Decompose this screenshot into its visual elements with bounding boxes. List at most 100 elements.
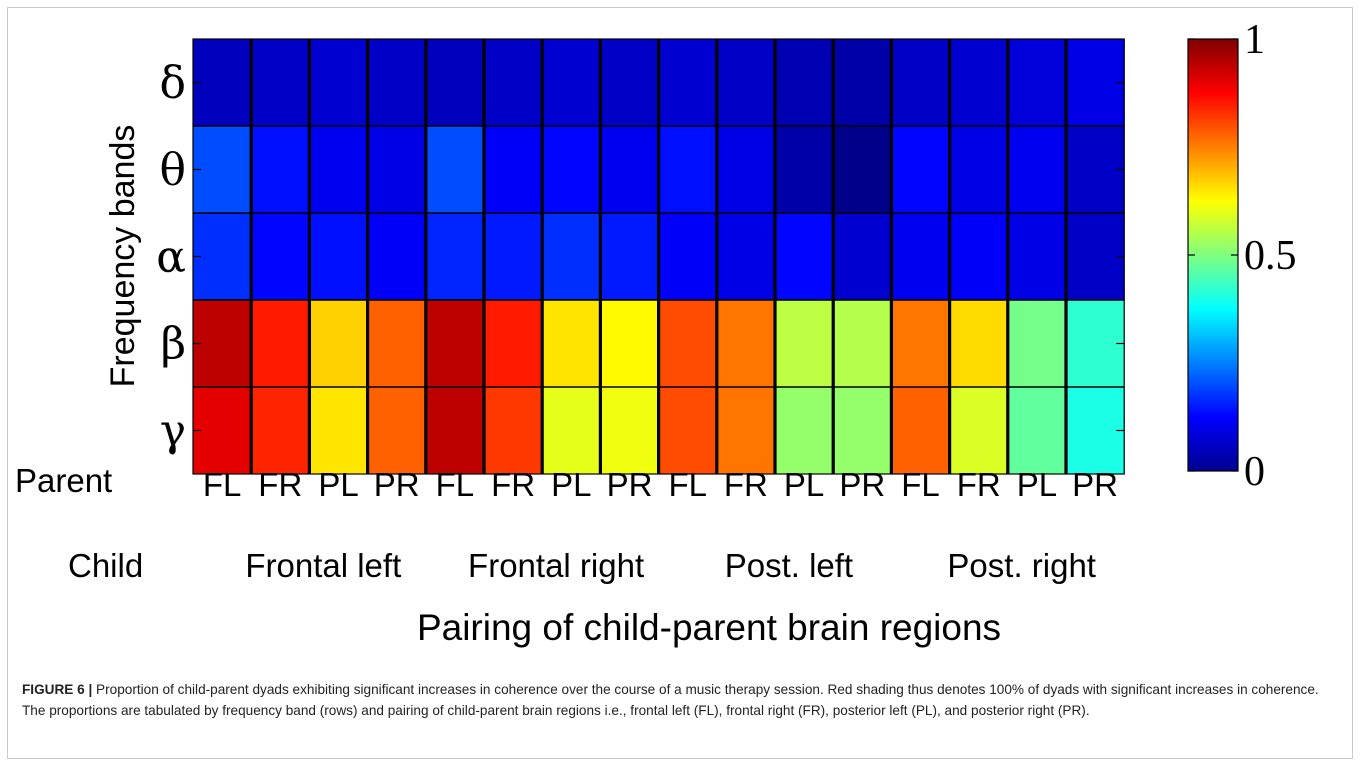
heatmap-cell	[542, 213, 601, 301]
heatmap-cell	[600, 126, 660, 214]
heatmap-cell	[600, 300, 660, 388]
parent-label: PR	[607, 466, 653, 503]
heatmap-cell	[542, 126, 601, 214]
parent-label: FR	[491, 466, 535, 503]
heatmap-cell	[1066, 300, 1125, 388]
x-axis-label: Pairing of child-parent brain regions	[417, 607, 1001, 648]
colorbar-ticks	[1188, 38, 1238, 472]
heatmap-cell	[251, 126, 310, 214]
heatmap-cell	[367, 39, 427, 127]
heatmap-cell	[309, 126, 369, 214]
heatmap-cell	[833, 213, 892, 301]
heatmap-cell	[425, 387, 485, 475]
caption-text: Proportion of child-parent dyads exhibit…	[22, 682, 1319, 718]
heatmap-cell	[425, 39, 485, 127]
parent-label: FR	[724, 466, 768, 503]
row-dividers	[193, 125, 1125, 388]
heatmap-cell	[367, 126, 427, 214]
heatmap-cell	[193, 213, 252, 301]
heatmap-cell	[1007, 39, 1067, 127]
heatmap-cell	[251, 39, 310, 127]
row-label: γ	[160, 406, 186, 457]
heatmap-cell	[600, 39, 660, 127]
heatmap-cell	[949, 213, 1009, 301]
colorbar-labels: 00.51	[1244, 17, 1297, 495]
child-group-label: Post. right	[947, 547, 1096, 584]
child-group-label: Post. left	[725, 547, 853, 584]
heatmap-cell	[367, 213, 427, 301]
heatmap-cell	[251, 387, 310, 475]
parent-label: FL	[203, 466, 242, 503]
heatmap-cell	[833, 387, 892, 475]
heatmap-cell	[542, 300, 601, 388]
colorbar-label: 0.5	[1244, 233, 1297, 279]
heatmap-cell	[833, 126, 892, 214]
heatmap-cell	[949, 39, 1009, 127]
heatmap-cell	[542, 387, 601, 475]
heatmap-cell	[309, 300, 369, 388]
parent-row-label: Parent	[15, 462, 112, 499]
figure-frame	[7, 7, 1353, 759]
colorbar-label: 0	[1244, 449, 1265, 495]
heatmap-cell	[1066, 387, 1125, 475]
column-dividers	[249, 39, 1068, 474]
parent-label: FL	[668, 466, 707, 503]
heatmap-cell	[193, 39, 252, 127]
parent-label: FL	[901, 466, 940, 503]
parent-label: PL	[318, 466, 358, 503]
parent-tick-labels: FL FR PL PR FL FR PL PR FL FR PL PR FL FR PL PR	[203, 466, 1118, 503]
row-label: θ	[160, 145, 187, 196]
heatmap-cell	[833, 300, 892, 388]
heatmap-cell	[658, 387, 718, 475]
heatmap-cell	[716, 213, 776, 301]
heatmap-cell	[193, 126, 252, 214]
heatmap-cell	[833, 39, 892, 127]
heatmap-cell	[484, 213, 543, 301]
heatmap-cell	[775, 387, 834, 475]
heatmap-cell	[425, 300, 485, 388]
heatmap-cell	[484, 126, 543, 214]
heatmap-cell	[309, 39, 369, 127]
heatmap-cell	[891, 126, 951, 214]
parent-label: PR	[1072, 466, 1118, 503]
heatmap-cell	[1007, 387, 1067, 475]
parent-label: PL	[784, 466, 824, 503]
heatmap-cell	[658, 213, 718, 301]
heatmap-cell	[1007, 126, 1067, 214]
heatmap-cell	[716, 126, 776, 214]
heatmap-cell	[309, 387, 369, 475]
heatmap-cell	[658, 126, 718, 214]
figure-caption: FIGURE 6 | Proportion of child-parent dy…	[22, 679, 1342, 721]
heatmap-cell	[484, 387, 543, 475]
row-label: β	[161, 319, 186, 370]
heatmap-cell	[425, 126, 485, 214]
heatmap-cell	[367, 300, 427, 388]
heatmap-cell	[484, 300, 543, 388]
colorbar-label: 1	[1244, 17, 1265, 63]
heatmap-cell	[775, 126, 834, 214]
heatmap-cell	[484, 39, 543, 127]
heatmap-cell	[309, 213, 369, 301]
heatmap-cell	[891, 387, 951, 475]
heatmap-cell	[1007, 300, 1067, 388]
heatmap-cell	[716, 387, 776, 475]
heatmap-cell	[891, 213, 951, 301]
parent-label: FR	[957, 466, 1001, 503]
heatmap-cell	[891, 300, 951, 388]
parent-label: FR	[258, 466, 302, 503]
heatmap-cell	[891, 39, 951, 127]
heatmap-cell	[716, 39, 776, 127]
heatmap-cell	[775, 213, 834, 301]
heatmap-cell	[193, 300, 252, 388]
heatmap-cell	[600, 387, 660, 475]
heatmap-cell	[193, 387, 252, 475]
heatmap-cell	[251, 300, 310, 388]
axis-ticks	[193, 81, 1125, 432]
heatmap-cell	[542, 39, 601, 127]
heatmap-cells	[193, 39, 1125, 475]
row-label: α	[156, 232, 186, 283]
heatmap-cell	[367, 387, 427, 475]
heatmap-cell	[1007, 213, 1067, 301]
child-group-labels: Frontal left Frontal right Post. left Post.…	[245, 547, 1096, 584]
